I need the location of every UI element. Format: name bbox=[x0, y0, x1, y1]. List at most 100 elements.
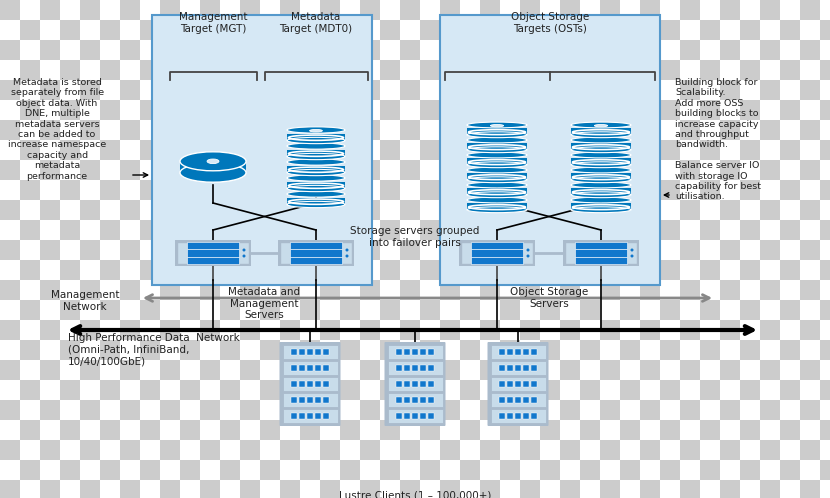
Bar bbox=[500, 140, 520, 160]
Bar bbox=[420, 340, 440, 360]
Bar bbox=[360, 40, 380, 60]
Bar bbox=[380, 400, 400, 420]
Bar bbox=[660, 360, 680, 380]
Ellipse shape bbox=[631, 249, 633, 251]
Bar bbox=[820, 360, 830, 380]
Bar bbox=[740, 320, 760, 340]
Bar bbox=[600, 260, 620, 280]
Bar bbox=[380, 120, 400, 140]
Bar bbox=[200, 480, 220, 498]
Bar bbox=[800, 460, 820, 480]
Bar bbox=[300, 460, 320, 480]
Bar bbox=[500, 0, 520, 20]
Bar bbox=[40, 180, 60, 200]
Bar bbox=[520, 460, 540, 480]
Bar bbox=[780, 380, 800, 400]
Bar bbox=[520, 420, 540, 440]
Bar bbox=[120, 380, 140, 400]
Bar bbox=[300, 381, 305, 386]
Bar bbox=[220, 320, 240, 340]
Bar bbox=[160, 200, 180, 220]
Bar bbox=[700, 20, 720, 40]
Bar bbox=[360, 480, 380, 498]
Bar bbox=[200, 20, 220, 40]
Bar bbox=[740, 260, 760, 280]
Bar bbox=[60, 100, 80, 120]
Bar bbox=[20, 440, 40, 460]
Bar bbox=[20, 360, 40, 380]
Bar bbox=[800, 60, 820, 80]
Bar bbox=[220, 160, 240, 180]
Bar bbox=[320, 140, 340, 160]
Bar bbox=[520, 300, 540, 320]
Bar bbox=[200, 460, 220, 480]
Bar bbox=[540, 140, 560, 160]
Bar bbox=[560, 120, 580, 140]
Bar bbox=[300, 400, 320, 420]
Bar bbox=[200, 300, 220, 320]
Bar bbox=[300, 260, 320, 280]
Bar bbox=[340, 240, 360, 260]
Bar bbox=[400, 140, 420, 160]
Bar bbox=[440, 260, 460, 280]
Bar bbox=[520, 140, 540, 160]
Bar bbox=[720, 60, 740, 80]
Bar bbox=[467, 188, 527, 195]
Bar bbox=[360, 0, 380, 20]
Bar bbox=[200, 360, 220, 380]
FancyBboxPatch shape bbox=[440, 15, 660, 285]
Bar bbox=[120, 440, 140, 460]
Bar bbox=[571, 203, 631, 210]
Bar bbox=[480, 180, 500, 200]
Bar bbox=[160, 100, 180, 120]
Bar bbox=[340, 340, 360, 360]
Bar bbox=[660, 240, 680, 260]
Bar bbox=[404, 349, 410, 355]
Bar bbox=[280, 380, 300, 400]
Bar bbox=[440, 180, 460, 200]
Bar bbox=[515, 381, 521, 386]
Bar bbox=[200, 100, 220, 120]
Bar bbox=[480, 480, 500, 498]
Bar bbox=[220, 140, 240, 160]
Bar bbox=[580, 300, 600, 320]
Bar bbox=[404, 366, 410, 371]
Bar bbox=[480, 320, 500, 340]
Bar bbox=[420, 60, 440, 80]
Bar bbox=[460, 160, 480, 180]
FancyBboxPatch shape bbox=[487, 342, 549, 426]
Bar bbox=[200, 140, 220, 160]
Bar bbox=[800, 360, 820, 380]
Bar bbox=[571, 128, 631, 135]
Bar bbox=[140, 480, 160, 498]
Bar bbox=[467, 143, 527, 150]
Bar bbox=[620, 260, 640, 280]
Bar bbox=[291, 413, 297, 419]
Bar bbox=[80, 260, 100, 280]
Bar bbox=[780, 260, 800, 280]
Bar bbox=[720, 340, 740, 360]
Text: Storage servers grouped
into failover pairs: Storage servers grouped into failover pa… bbox=[350, 226, 480, 248]
Bar bbox=[180, 380, 200, 400]
Bar bbox=[307, 397, 313, 403]
Bar bbox=[760, 40, 780, 60]
Bar bbox=[140, 280, 160, 300]
Bar bbox=[40, 160, 60, 180]
Bar bbox=[660, 460, 680, 480]
Bar bbox=[380, 20, 400, 40]
Bar bbox=[40, 40, 60, 60]
Bar bbox=[580, 280, 600, 300]
Bar bbox=[360, 260, 380, 280]
Bar bbox=[440, 380, 460, 400]
Ellipse shape bbox=[287, 191, 345, 197]
Bar bbox=[800, 420, 820, 440]
Bar bbox=[460, 460, 480, 480]
Bar bbox=[380, 260, 400, 280]
Bar bbox=[0, 180, 20, 200]
Bar bbox=[580, 400, 600, 420]
Ellipse shape bbox=[242, 249, 246, 251]
Bar bbox=[323, 413, 329, 419]
Bar bbox=[340, 460, 360, 480]
Bar bbox=[260, 260, 280, 280]
Bar bbox=[420, 260, 440, 280]
